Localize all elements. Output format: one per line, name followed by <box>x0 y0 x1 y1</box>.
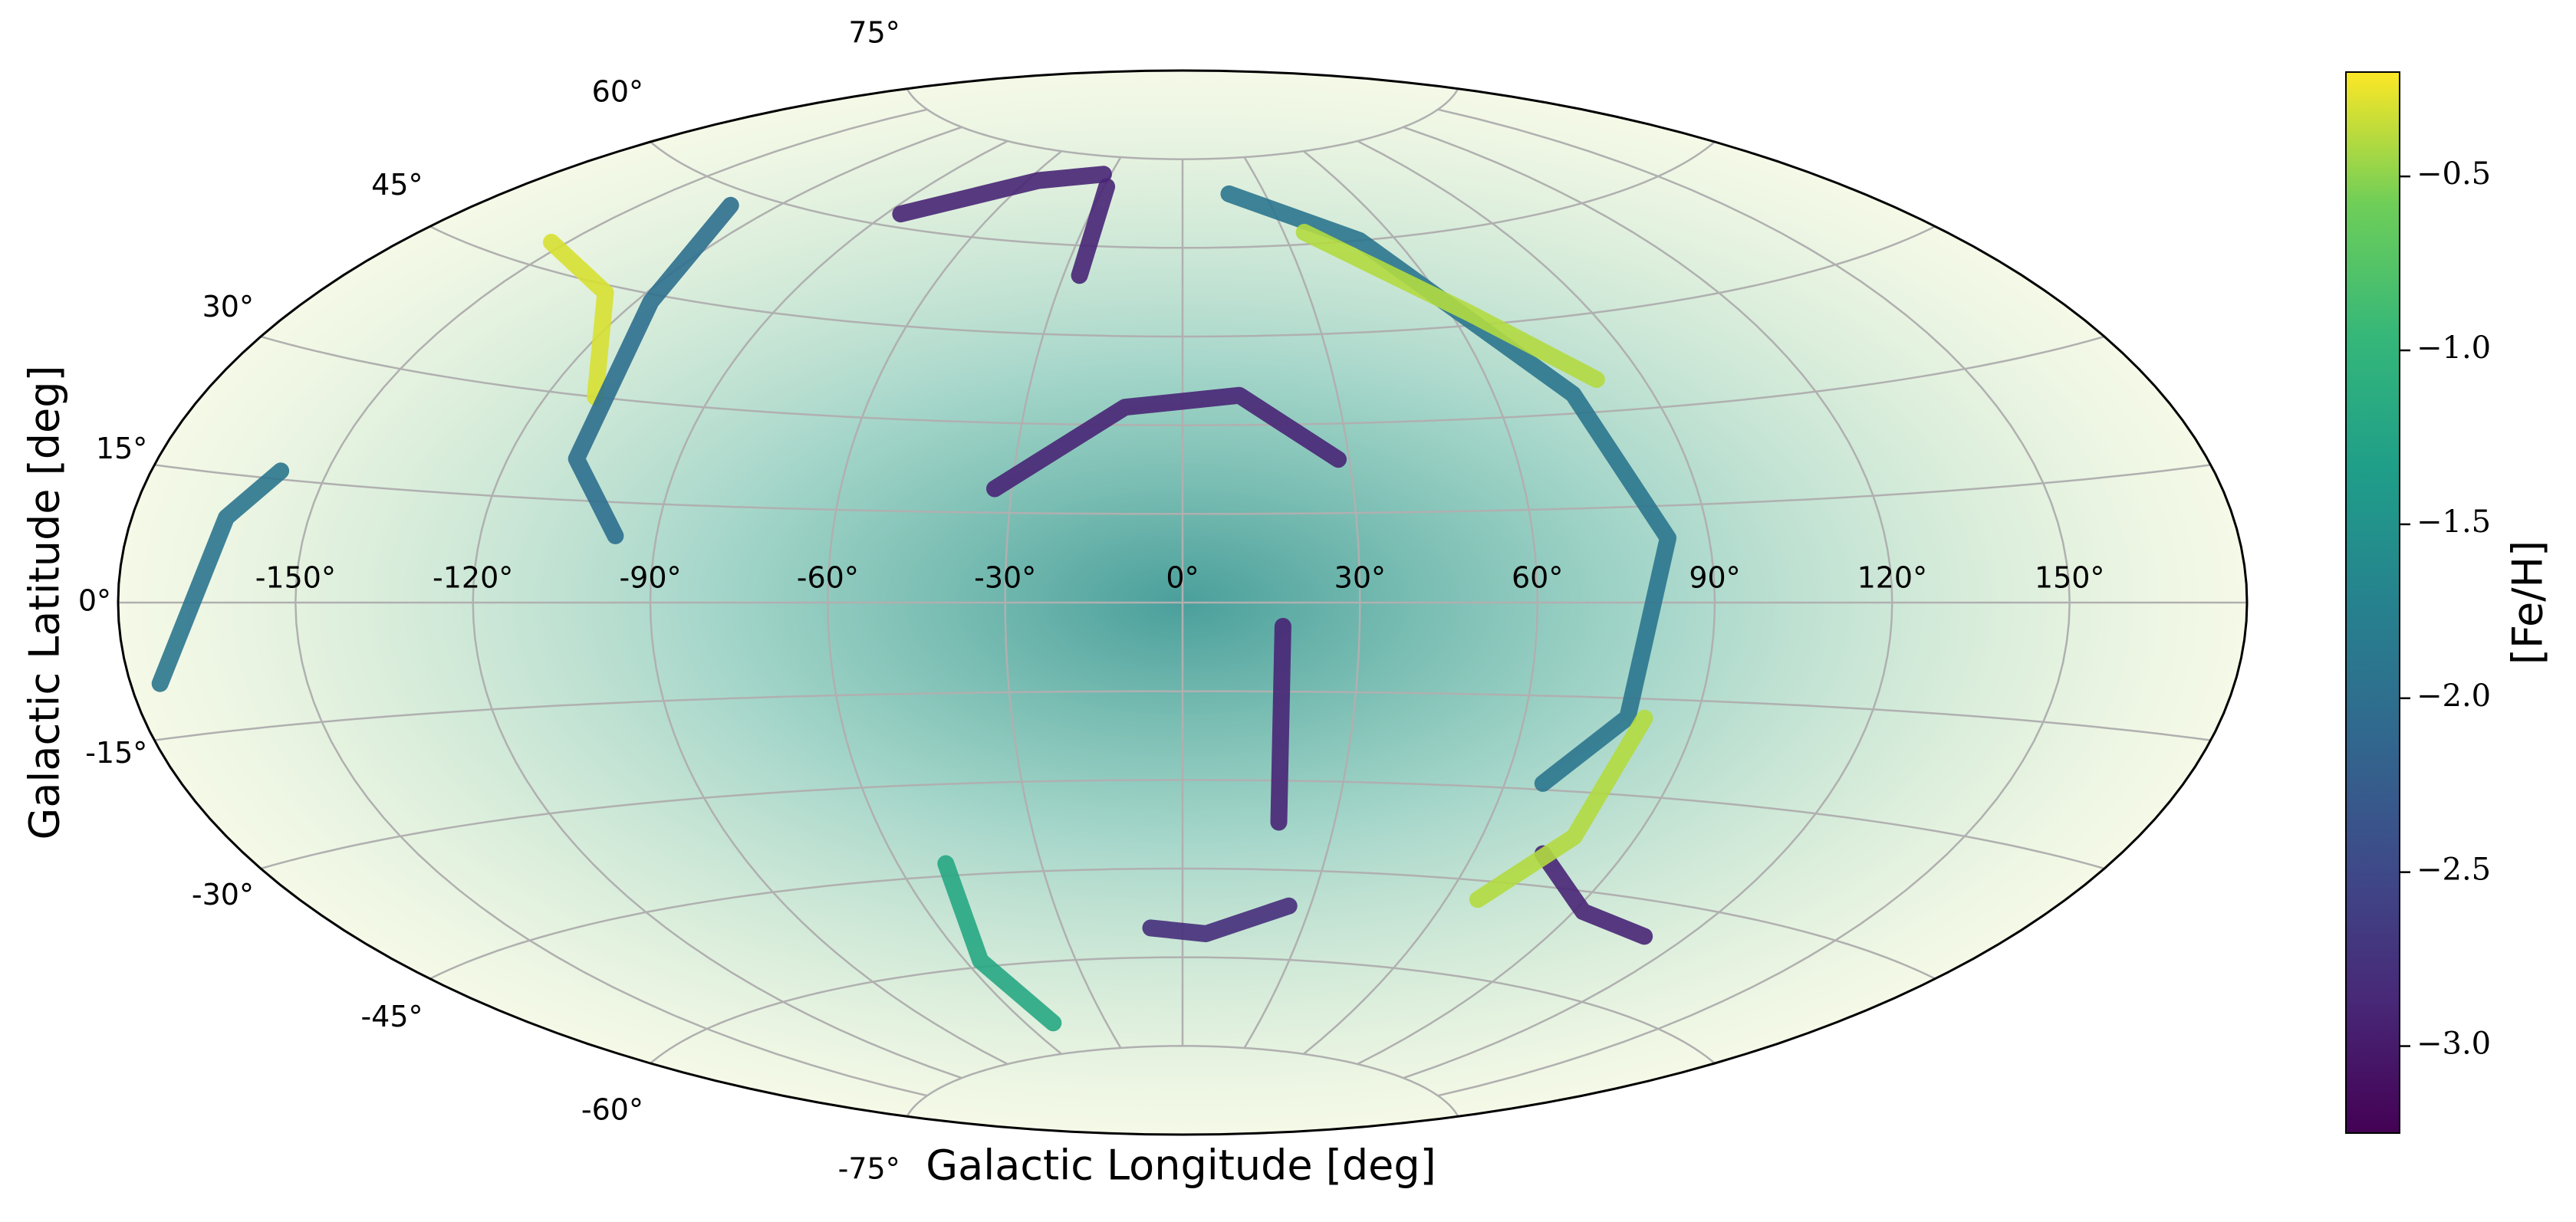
y-tick-label: 0° <box>78 584 111 618</box>
stream <box>986 386 1347 498</box>
grid-line <box>154 690 2211 741</box>
stream <box>1220 185 1676 792</box>
y-tick-label: -45° <box>360 1000 423 1033</box>
grid-line <box>906 87 1459 160</box>
x-tick-label: -150° <box>255 561 336 595</box>
x-tick-label: 120° <box>1857 561 1928 595</box>
y-tick-label: -75° <box>838 1151 900 1185</box>
x-tick-label: -30° <box>974 561 1036 595</box>
stream <box>1270 618 1291 831</box>
y-tick-label: -30° <box>192 878 254 912</box>
colorbar-tick-label: −3.0 <box>2416 1027 2491 1062</box>
colorbar-tick-label: −1.5 <box>2416 504 2491 540</box>
y-tick-label: 15° <box>96 432 147 465</box>
stream <box>892 166 1112 223</box>
y-tick-label: 60° <box>592 74 643 108</box>
stream <box>1071 178 1116 284</box>
grid-line <box>906 1045 1459 1118</box>
stream <box>568 196 739 544</box>
stream <box>937 855 1062 1032</box>
y-axis-label: Galactic Latitude [deg] <box>21 365 69 839</box>
stream <box>1295 224 1605 388</box>
x-tick-label: -60° <box>797 561 859 595</box>
y-tick-label: -15° <box>85 736 147 770</box>
stream <box>1469 709 1653 908</box>
colorbar-tick-label: −1.0 <box>2416 330 2491 366</box>
y-tick-label: 75° <box>848 16 900 50</box>
x-tick-label: 0° <box>1166 561 1199 595</box>
colorbar-tick-label: −2.0 <box>2416 678 2491 714</box>
x-tick-label: 150° <box>2035 561 2105 595</box>
stream <box>1534 845 1653 945</box>
stream <box>1142 897 1298 942</box>
stream <box>543 234 614 406</box>
stream <box>151 462 290 692</box>
x-axis-label: Galactic Longitude [deg] <box>926 1142 1436 1190</box>
y-tick-label: 30° <box>202 290 254 324</box>
colorbar <box>2345 71 2400 1134</box>
grid-line <box>260 779 2105 870</box>
y-tick-label: 45° <box>371 168 423 202</box>
grid-line <box>650 141 1716 249</box>
y-tick-label: -60° <box>581 1093 643 1127</box>
grid-line <box>154 464 2211 515</box>
x-tick-label: -120° <box>433 561 513 595</box>
grid-line <box>260 335 2105 426</box>
x-tick-label: 30° <box>1334 561 1386 595</box>
colorbar-tick-label: −2.5 <box>2416 852 2491 888</box>
map-boundary <box>117 69 2249 1136</box>
grid-line <box>429 867 1936 980</box>
x-tick-label: 60° <box>1512 561 1563 595</box>
colorbar-label: [Fe/H] <box>2504 540 2552 665</box>
colorbar-tick-label: −0.5 <box>2416 156 2491 192</box>
grid-line <box>650 956 1716 1064</box>
x-tick-label: 90° <box>1689 561 1740 595</box>
grid-line <box>429 225 1936 338</box>
x-tick-label: -90° <box>619 561 681 595</box>
